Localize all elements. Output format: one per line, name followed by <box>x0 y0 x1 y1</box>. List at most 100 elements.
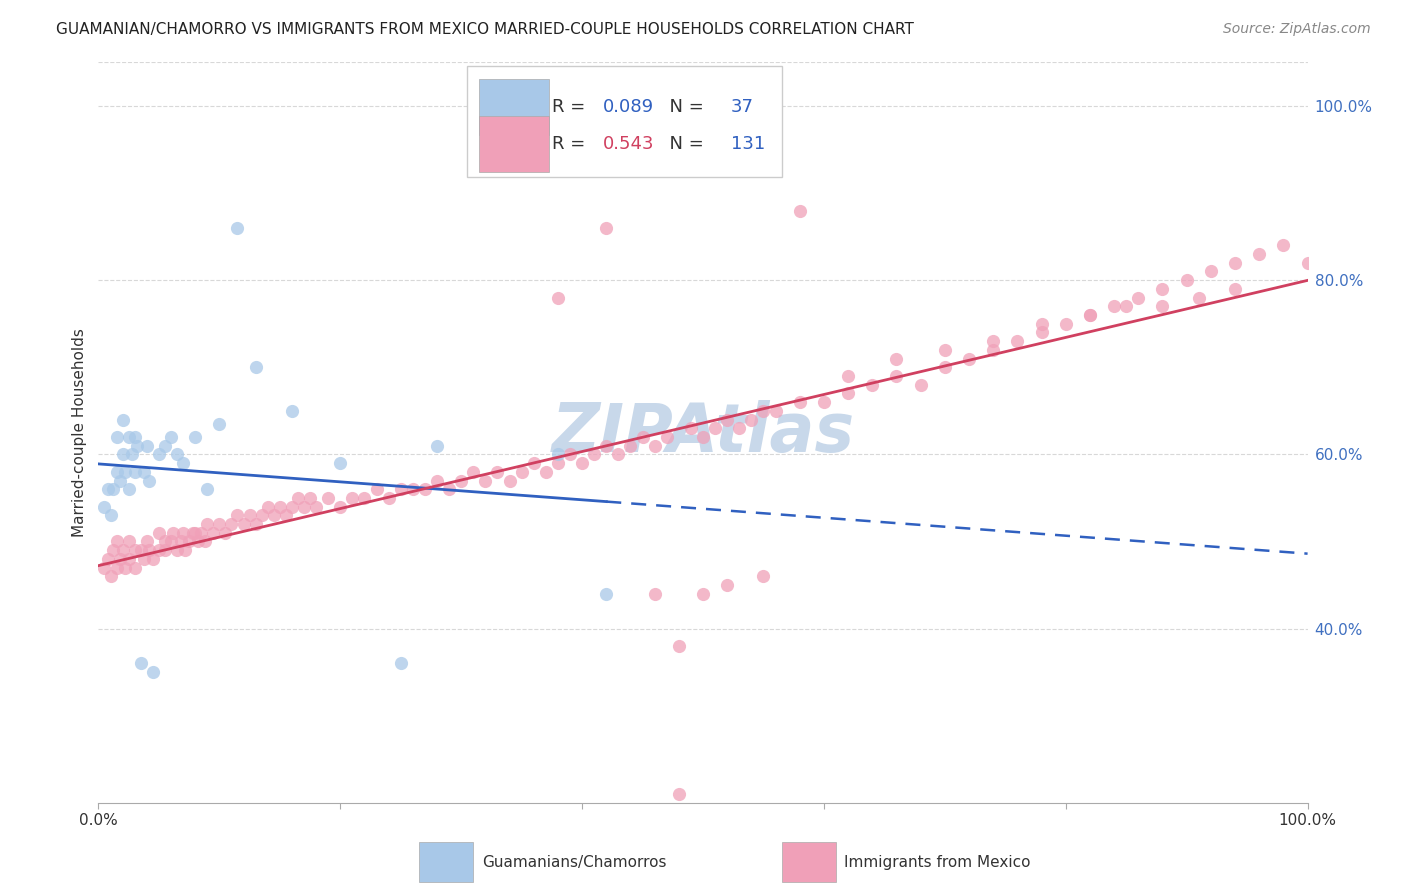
Point <box>668 639 690 653</box>
Point <box>245 360 267 375</box>
Point <box>97 482 120 496</box>
Point <box>202 525 225 540</box>
Point <box>1102 299 1125 313</box>
Point <box>172 456 194 470</box>
Text: ZIPAtlas: ZIPAtlas <box>551 400 855 466</box>
Point <box>353 491 375 505</box>
Point <box>124 430 146 444</box>
Point <box>162 525 184 540</box>
FancyBboxPatch shape <box>479 116 550 171</box>
Point <box>1223 256 1246 270</box>
Y-axis label: Married-couple Households: Married-couple Households <box>72 328 87 537</box>
Point <box>366 482 388 496</box>
Point <box>583 447 606 461</box>
Point <box>837 386 859 401</box>
Point <box>1175 273 1198 287</box>
Point <box>127 439 149 453</box>
Point <box>93 560 115 574</box>
Point <box>619 439 641 453</box>
Point <box>111 412 134 426</box>
Point <box>138 543 160 558</box>
Point <box>1078 308 1101 322</box>
Text: 131: 131 <box>731 135 765 153</box>
Point <box>789 395 811 409</box>
Point <box>142 552 165 566</box>
Text: N =: N = <box>658 98 710 116</box>
Point <box>153 534 176 549</box>
Point <box>221 517 243 532</box>
Point <box>179 534 201 549</box>
Point <box>121 447 143 461</box>
Point <box>174 543 197 558</box>
Point <box>135 534 157 549</box>
Point <box>111 447 134 461</box>
Point <box>631 430 654 444</box>
Point <box>245 517 267 532</box>
Point <box>187 534 209 549</box>
Point <box>263 508 285 523</box>
Point <box>105 534 128 549</box>
Point <box>160 430 183 444</box>
Point <box>644 587 666 601</box>
Point <box>153 543 176 558</box>
Point <box>287 491 309 505</box>
Point <box>114 465 136 479</box>
Point <box>595 439 617 453</box>
Point <box>1272 238 1295 252</box>
Text: 0.089: 0.089 <box>603 98 654 116</box>
Point <box>181 525 204 540</box>
Point <box>765 404 787 418</box>
Point <box>118 482 141 496</box>
Point <box>534 465 557 479</box>
Point <box>595 221 617 235</box>
Point <box>129 543 152 558</box>
Point <box>160 534 183 549</box>
Point <box>281 500 304 514</box>
Point <box>463 465 485 479</box>
Point <box>134 552 156 566</box>
Point <box>208 417 231 431</box>
Point <box>118 430 141 444</box>
Point <box>413 482 436 496</box>
Point <box>97 552 120 566</box>
Point <box>886 369 908 384</box>
Point <box>426 474 449 488</box>
Text: 0.543: 0.543 <box>603 135 654 153</box>
Point <box>426 439 449 453</box>
Point <box>292 500 315 514</box>
Point <box>184 525 207 540</box>
Point <box>299 491 322 505</box>
Point <box>329 456 352 470</box>
Point <box>226 508 249 523</box>
FancyBboxPatch shape <box>419 842 474 882</box>
Point <box>450 474 472 488</box>
Point <box>269 500 291 514</box>
Point <box>910 377 932 392</box>
Point <box>740 412 762 426</box>
Point <box>208 517 231 532</box>
Text: 37: 37 <box>731 98 754 116</box>
Point <box>813 395 835 409</box>
Point <box>124 465 146 479</box>
Point <box>558 447 581 461</box>
Point <box>134 465 156 479</box>
Point <box>1199 264 1222 278</box>
Point <box>135 439 157 453</box>
Point <box>100 569 122 583</box>
Point <box>274 508 297 523</box>
Text: R =: R = <box>551 98 591 116</box>
Point <box>239 508 262 523</box>
Point <box>226 221 249 235</box>
Point <box>114 560 136 574</box>
FancyBboxPatch shape <box>782 842 837 882</box>
Point <box>389 657 412 671</box>
Point <box>437 482 460 496</box>
Point <box>692 587 714 601</box>
Point <box>105 560 128 574</box>
Point <box>607 447 630 461</box>
Point <box>752 404 775 418</box>
Point <box>655 430 678 444</box>
Point <box>679 421 702 435</box>
Point <box>184 430 207 444</box>
Point <box>108 474 131 488</box>
